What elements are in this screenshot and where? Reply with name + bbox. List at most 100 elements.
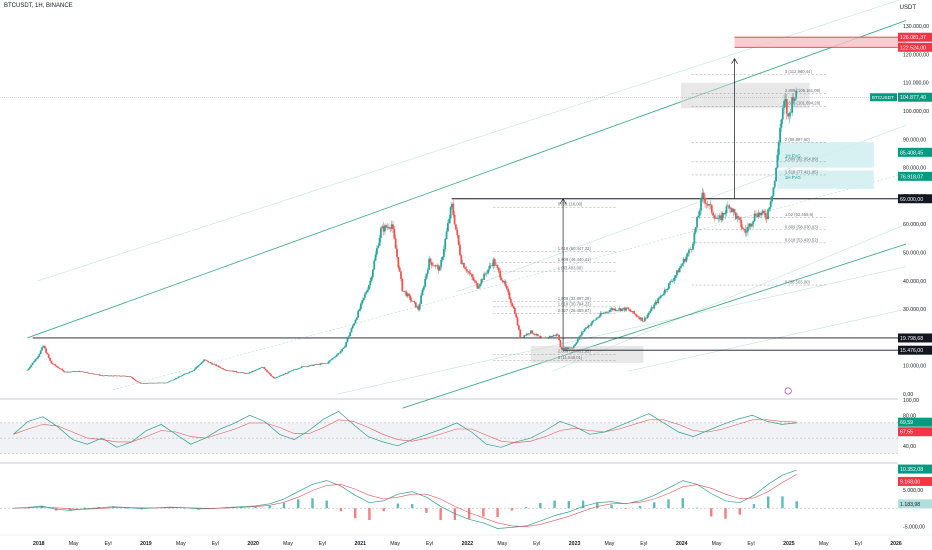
candle-body [685, 256, 688, 262]
x-tick-label: 2021 [354, 541, 366, 547]
fib-label: 2 (88.897,60) [785, 137, 811, 142]
candle-body [643, 317, 646, 322]
candle-body [106, 375, 109, 376]
candle-body [97, 374, 100, 376]
candle-body [361, 300, 364, 304]
candle-body [704, 198, 706, 204]
candle-body [501, 280, 504, 283]
candle-body [725, 205, 728, 214]
candle-body [191, 370, 193, 372]
channel-line [402, 243, 907, 409]
candle-body [329, 360, 331, 362]
candle-body [408, 293, 410, 296]
candle-body [382, 226, 385, 232]
candle-body [317, 364, 319, 365]
badge-text: 67,55 [900, 430, 913, 436]
candle-body [224, 369, 227, 371]
candle-body [578, 336, 581, 340]
candle-body [109, 375, 112, 377]
candle-body [105, 375, 108, 376]
candle-body [369, 280, 372, 286]
candle-body [409, 295, 412, 301]
candle-body [212, 364, 215, 365]
candle-body [464, 267, 467, 270]
candle-body [114, 375, 117, 377]
candle-body [37, 356, 39, 359]
candle-body [584, 327, 587, 329]
candle-body [562, 347, 564, 350]
candle-body [394, 238, 397, 249]
candle-body [499, 270, 502, 278]
candle-body [550, 336, 552, 337]
candle-body [175, 378, 177, 380]
candle-body [722, 212, 725, 215]
x-tick-label: 2026 [890, 541, 902, 547]
candle-body [736, 216, 739, 219]
candle-body [546, 337, 548, 339]
macd-histogram-bar [624, 508, 627, 509]
rsi-ma-badge: 67,55 [898, 427, 932, 437]
y-tick-label: 0,00 [903, 392, 913, 398]
candle-body [144, 383, 147, 384]
event-marker-icon [784, 387, 792, 395]
candle-body [586, 327, 589, 328]
candle-body [515, 313, 518, 318]
candle-body [463, 262, 465, 268]
candle-body [338, 352, 341, 354]
candle-body [173, 379, 176, 380]
candle-body [246, 373, 248, 374]
candle-body [630, 311, 633, 313]
candle-body [663, 289, 666, 294]
macd-histogram-bar [368, 508, 371, 520]
candle-body [677, 270, 680, 273]
candle-body [238, 372, 240, 373]
candle-body [357, 310, 360, 318]
candle-body [309, 365, 311, 367]
fib-label: 1.02 (62.458,6) [785, 212, 814, 217]
badge-text: 76.918,07 [900, 174, 923, 180]
candle-body [665, 289, 668, 291]
candle-body [479, 284, 481, 287]
candle-body [741, 227, 744, 229]
badge-bg [898, 32, 932, 42]
candle-body [102, 375, 105, 377]
candle-body [322, 363, 325, 364]
candle-body [306, 366, 309, 367]
zone-rect [777, 142, 874, 168]
candle-body [405, 291, 408, 297]
candle-body [268, 372, 271, 375]
candle-body [622, 307, 625, 309]
candle-body [751, 223, 753, 227]
x-tick-label: 2025 [783, 541, 795, 547]
candle-body [606, 311, 609, 313]
candle-body [453, 214, 456, 225]
candle-body [733, 209, 736, 213]
macd-histogram-bar [781, 496, 784, 509]
candle-body [125, 376, 128, 377]
candle-body [666, 288, 669, 291]
badge-text: 122.524,00 [900, 45, 926, 51]
macd-histogram-bar [126, 508, 129, 509]
candle-body [26, 369, 29, 371]
candle-body [603, 312, 606, 314]
y-tick-label: 60.000,00 [903, 222, 926, 228]
candle-body [526, 333, 528, 336]
rsi-y-tick: 40,00 [903, 444, 916, 450]
candle-body [459, 244, 461, 256]
badge-bg [898, 42, 932, 52]
candle-body [353, 323, 356, 326]
candle-body [390, 224, 393, 229]
candle-body [272, 377, 275, 379]
candle-body [302, 366, 305, 367]
candle-body [538, 335, 540, 337]
fib-label: 0.618 (53.420,52) [785, 237, 819, 242]
candle-body [626, 307, 629, 309]
candle-body [771, 195, 773, 202]
candle-body [729, 207, 732, 209]
candle-body [263, 367, 266, 369]
candle-body [718, 215, 721, 219]
candle-body [342, 347, 345, 350]
target-badge: 126.081,37 [898, 32, 932, 42]
candle-body [234, 371, 236, 372]
candle-body [81, 371, 84, 372]
